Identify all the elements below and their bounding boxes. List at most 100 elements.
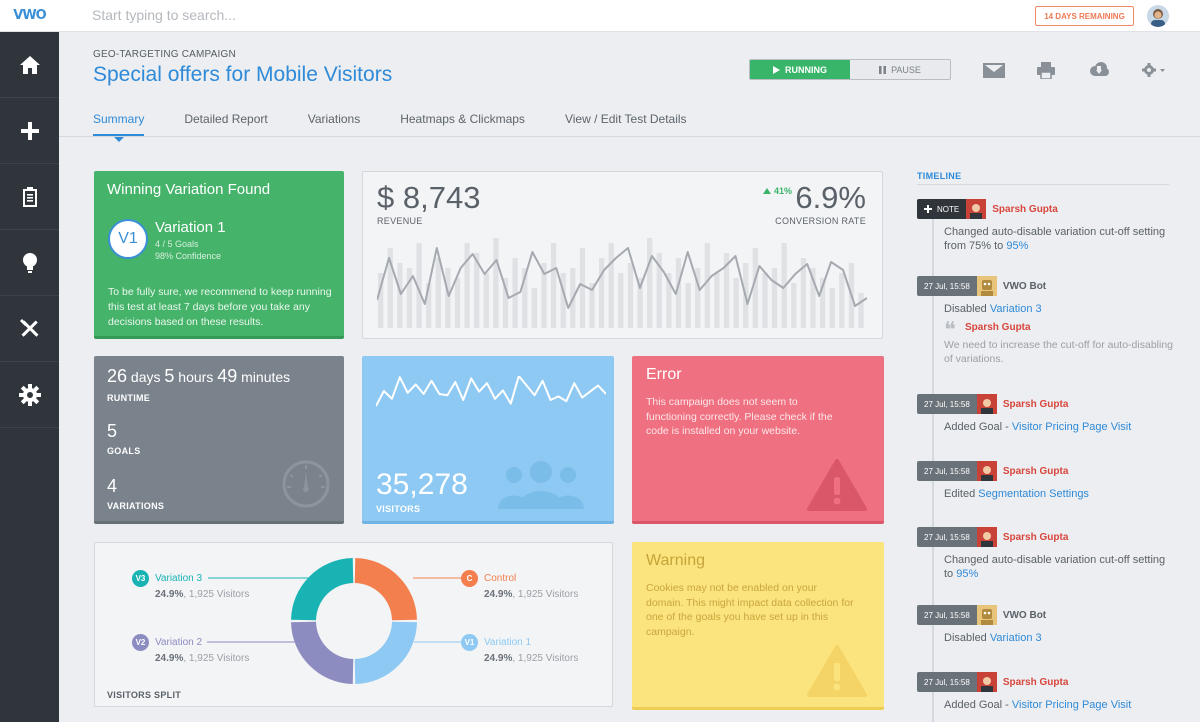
timeline-quote: ❝ Sparsh Gupta We need to increase the c… <box>944 318 1174 365</box>
sidebar-item-tools[interactable] <box>0 296 59 362</box>
conversion-rate-label: CONVERSION RATE <box>775 216 866 226</box>
revenue-bar <box>858 293 864 328</box>
legend-item-control[interactable]: C Control 24.9%, 1,925 Visitors <box>461 570 578 600</box>
goals-count: 5 <box>107 421 118 441</box>
sidebar-item-ideas[interactable] <box>0 230 59 296</box>
users-icon <box>498 461 584 509</box>
timeline-user[interactable]: Sparsh Gupta <box>1002 531 1069 543</box>
tab-detailed-report[interactable]: Detailed Report <box>184 112 268 126</box>
tab-summary[interactable]: Summary <box>93 112 145 142</box>
timeline-user[interactable]: Sparsh Gupta <box>1002 676 1069 688</box>
sidebar-item-reports[interactable] <box>0 164 59 230</box>
timeline-entry[interactable]: NOTE Sparsh Gupta Changed auto-disable v… <box>917 199 1175 253</box>
revenue-bar <box>771 268 778 328</box>
revenue-bar <box>406 268 413 328</box>
revenue-bar <box>685 283 691 328</box>
timeline-entry[interactable]: 27 Jul, 15:58 Sparsh Gupta Changed auto-… <box>917 527 1175 581</box>
timeline-entry[interactable]: 27 Jul, 15:58 VWO Bot Disabled Variation… <box>917 276 1175 366</box>
top-bar: 14 DAYS REMAINING <box>59 0 1200 32</box>
timeline-user[interactable]: Sparsh Gupta <box>1002 398 1069 410</box>
print-button[interactable] <box>1034 60 1058 80</box>
visitors-label: VISITORS <box>376 504 421 514</box>
timestamp-tag: 27 Jul, 15:58 <box>917 527 977 547</box>
timeline-title: TIMELINE <box>917 171 962 181</box>
timeline-user[interactable]: Sparsh Gupta <box>992 203 1058 215</box>
revenue-bar <box>714 273 720 328</box>
conversion-change: 41% <box>762 186 792 196</box>
error-card[interactable]: Error This campaign does not seem to fun… <box>632 356 884 524</box>
avatar <box>966 199 987 219</box>
legend-item-variation-1[interactable]: V1 Variation 1 24.9%, 1,925 Visitors <box>461 634 578 664</box>
winning-title: Winning Variation Found <box>107 181 271 198</box>
campaign-type: GEO-TARGETING CAMPAIGN <box>93 49 236 60</box>
revenue-bar <box>733 278 739 328</box>
timeline-entry[interactable]: 27 Jul, 15:58 Sparsh Gupta Added Goal - … <box>917 672 1175 712</box>
visitors-card[interactable]: 35,278 VISITORS <box>362 356 614 524</box>
revenue-bar <box>589 283 595 328</box>
legend-item-variation-2[interactable]: V2 Variation 2 24.9%, 1,925 Visitors <box>132 634 249 664</box>
visitors-value: 35,278 <box>376 468 468 501</box>
sidebar-item-home[interactable] <box>0 32 59 98</box>
search-input[interactable] <box>92 7 692 23</box>
revenue-bar <box>598 258 605 328</box>
tab-heatmaps[interactable]: Heatmaps & Clickmaps <box>400 112 525 126</box>
error-description: This campaign does not seem to functioni… <box>646 396 833 437</box>
revenue-bar <box>791 283 797 328</box>
timeline-user[interactable]: Sparsh Gupta <box>1002 465 1069 477</box>
timeline-text: Changed auto-disable variation cut-off s… <box>944 554 1166 580</box>
visitors-chart <box>376 376 606 407</box>
revenue-bar <box>416 243 422 328</box>
tab-edit-test-details[interactable]: View / Edit Test Details <box>564 112 687 126</box>
timeline-text: Disabled Variation 3 <box>944 303 1042 315</box>
timeline-entry[interactable]: 27 Jul, 15:58 Sparsh Gupta Edited Segmen… <box>917 461 1175 501</box>
revenue-bar <box>474 253 480 328</box>
page-title: Special offers for Mobile Visitors <box>93 63 393 86</box>
tab-variations[interactable]: Variations <box>307 112 361 126</box>
timeline-text: Added Goal - Visitor Pricing Page Visit <box>944 699 1132 711</box>
avatar <box>976 461 997 481</box>
donut-slice-variation-3 <box>291 558 354 621</box>
timestamp-tag: 27 Jul, 15:58 <box>917 672 977 692</box>
timeline-user[interactable]: VWO Bot <box>1002 609 1047 621</box>
avatar <box>976 527 997 547</box>
clipboard-icon <box>22 186 37 207</box>
timeline-entry[interactable]: 27 Jul, 15:58 VWO Bot Disabled Variation… <box>917 605 1175 645</box>
settings-menu-button[interactable] <box>1139 60 1169 80</box>
warning-card[interactable]: Warning Cookies may not be enabled on yo… <box>632 542 884 710</box>
home-icon <box>19 55 40 74</box>
mail-icon <box>983 62 1005 78</box>
mail-button[interactable] <box>982 60 1006 80</box>
running-button[interactable]: RUNNING <box>750 60 850 79</box>
timeline-entry[interactable]: 27 Jul, 15:58 Sparsh Gupta Added Goal - … <box>917 394 1175 434</box>
avatar <box>976 394 997 414</box>
revenue-card[interactable]: $ 8,743 REVENUE 41% 6.9% CONVERSION RATE <box>362 171 883 339</box>
pause-icon <box>879 65 887 74</box>
warning-description: Cookies may not be enabled on your domai… <box>646 582 854 638</box>
revenue-bar <box>464 243 470 328</box>
revenue-bar <box>579 248 586 328</box>
visitors-split-card[interactable]: V3 Variation 3 24.9%, 1,925 Visitors C Con… <box>94 542 613 707</box>
sidebar-item-settings[interactable] <box>0 362 59 428</box>
revenue-bar <box>378 273 384 328</box>
play-icon <box>773 65 780 74</box>
vwo-logo[interactable]: VWO <box>0 0 59 32</box>
download-button[interactable] <box>1087 60 1111 80</box>
user-avatar[interactable] <box>1147 5 1169 27</box>
campaign-header: GEO-TARGETING CAMPAIGN Special offers fo… <box>59 33 1200 142</box>
legend-item-variation-3[interactable]: V3 Variation 3 24.9%, 1,925 Visitors <box>132 570 249 600</box>
winning-variation-card[interactable]: Winning Variation Found V1 Variation 1 4… <box>94 171 344 339</box>
sidebar-item-create[interactable] <box>0 98 59 164</box>
tab-bar: Summary Detailed Report Variations Heatm… <box>93 112 727 142</box>
gear-dropdown-icon <box>1142 63 1165 77</box>
goals-label: GOALS <box>107 446 141 456</box>
runtime-card[interactable]: 26 days 5 hours 49 minutes RUNTIME 5 GOA… <box>94 356 344 524</box>
pause-button[interactable]: PAUSE <box>850 60 950 79</box>
revenue-bar <box>810 268 816 328</box>
timeline-user[interactable]: VWO Bot <box>1002 280 1047 292</box>
revenue-bar <box>387 248 393 328</box>
trial-days-badge[interactable]: 14 DAYS REMAINING <box>1035 6 1134 26</box>
revenue-bar <box>762 273 768 328</box>
timeline-divider <box>917 184 1169 185</box>
conversion-rate-value: 6.9% <box>795 180 866 215</box>
revenue-bar <box>752 248 758 328</box>
